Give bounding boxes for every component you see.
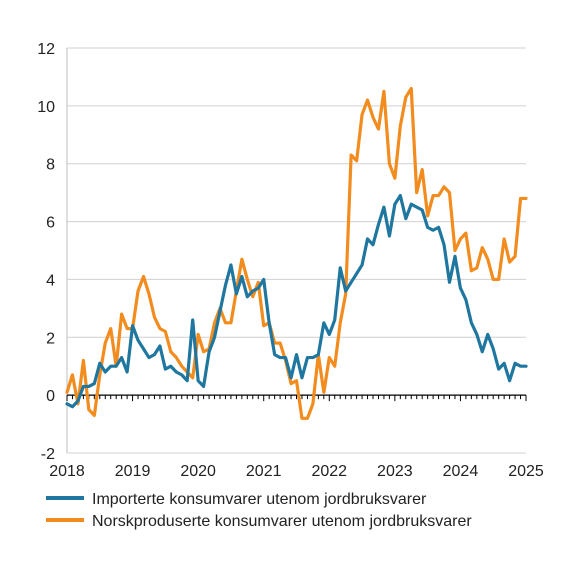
x-tick-label: 2023 (377, 463, 413, 480)
y-tick-label: 4 (46, 272, 55, 289)
y-tick-label: -2 (41, 446, 55, 463)
legend-label-0: Importerte konsumvarer utenom jordbruksv… (92, 491, 427, 508)
x-tick-label: 2025 (508, 463, 544, 480)
x-tick-label: 2020 (180, 463, 216, 480)
series-lines (65, 86, 528, 420)
y-tick-label: 10 (37, 99, 55, 116)
y-tick-label: 12 (37, 41, 55, 58)
y-tick-label: 2 (46, 330, 55, 347)
x-tick-label: 2019 (115, 463, 151, 480)
x-tick-label: 2022 (311, 463, 347, 480)
y-tick-label: 6 (46, 215, 55, 232)
legend: Importerte konsumvarer utenom jordbruksv… (46, 491, 472, 530)
x-tick-label: 2018 (49, 463, 85, 480)
y-tick-label: 0 (46, 388, 55, 405)
y-tick-label: 8 (46, 157, 55, 174)
x-axis (66, 394, 527, 402)
legend-label-1: Norskproduserte konsumvarer utenom jordb… (92, 513, 472, 530)
x-tick-label: 2024 (443, 463, 479, 480)
y-axis-tick-labels: -2 0 2 4 6 8 10 12 (37, 41, 55, 463)
series-line-1 (65, 86, 528, 420)
series-line-0 (65, 193, 528, 409)
x-tick-label: 2021 (246, 463, 282, 480)
x-axis-tick-labels: 2018 2019 2020 2021 2022 2023 2024 2025 (49, 463, 544, 480)
grid-lines (66, 47, 526, 454)
